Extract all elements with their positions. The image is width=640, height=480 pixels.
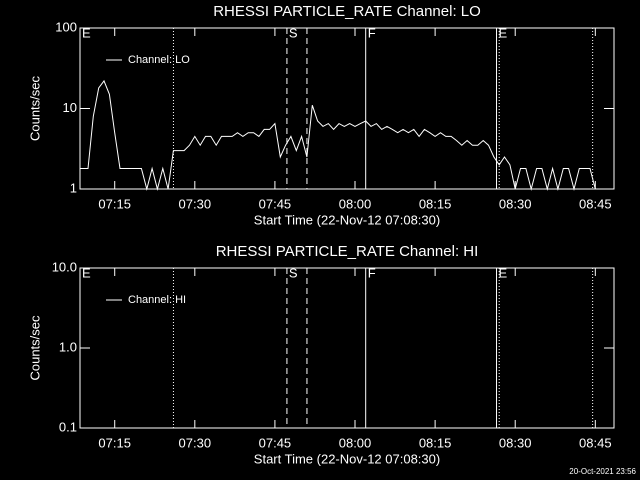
x-tick-label: 08:00: [339, 435, 372, 450]
x-tick-label: 08:15: [419, 435, 452, 450]
timestamp: 20-Oct-2021 23:56: [569, 467, 636, 476]
legend-label: Channel: LO: [128, 54, 190, 66]
x-tick-label: 07:15: [98, 196, 131, 211]
x-tick-label: 08:45: [579, 435, 612, 450]
plot-frame: [79, 267, 615, 429]
y-tick-label: 1.0: [59, 339, 77, 354]
event-label: F: [368, 265, 376, 280]
x-tick-label: 07:30: [179, 196, 212, 211]
chart-title: RHESSI PARTICLE_RATE Channel: LO: [213, 3, 481, 20]
y-tick-label: 10: [63, 100, 77, 115]
y-tick-label: 10.0: [52, 259, 77, 274]
x-tick-label: 08:00: [339, 196, 372, 211]
plot-frame: [79, 27, 615, 190]
event-label: S: [289, 265, 298, 280]
y-tick-label: 1: [70, 180, 77, 195]
event-label: S: [289, 25, 298, 40]
x-tick-label: 08:30: [499, 196, 532, 211]
x-tick-label: 07:30: [179, 435, 212, 450]
x-tick-label: 08:30: [499, 435, 532, 450]
event-label: E: [499, 265, 508, 280]
x-tick-label: 07:15: [98, 435, 131, 450]
legend-label: Channel: HI: [128, 294, 186, 306]
y-axis-label: Counts/sec: [27, 315, 42, 381]
event-label: E: [499, 25, 508, 40]
x-tick-label: 08:45: [579, 196, 612, 211]
event-label: F: [368, 25, 376, 40]
x-tick-label: 08:15: [419, 196, 452, 211]
event-label: E: [82, 265, 91, 280]
x-tick-label: 07:45: [259, 196, 292, 211]
event-label: E: [82, 25, 91, 40]
y-tick-label: 0.1: [59, 419, 77, 434]
data-line: [80, 79, 596, 191]
x-tick-label: 07:45: [259, 435, 292, 450]
y-axis-label: Counts/sec: [27, 75, 42, 141]
chart-title: RHESSI PARTICLE_RATE Channel: HI: [216, 243, 479, 260]
y-tick-label: 100: [55, 19, 77, 34]
x-axis-label: Start Time (22-Nov-12 07:08:30): [254, 212, 440, 227]
x-axis-label: Start Time (22-Nov-12 07:08:30): [254, 451, 440, 466]
